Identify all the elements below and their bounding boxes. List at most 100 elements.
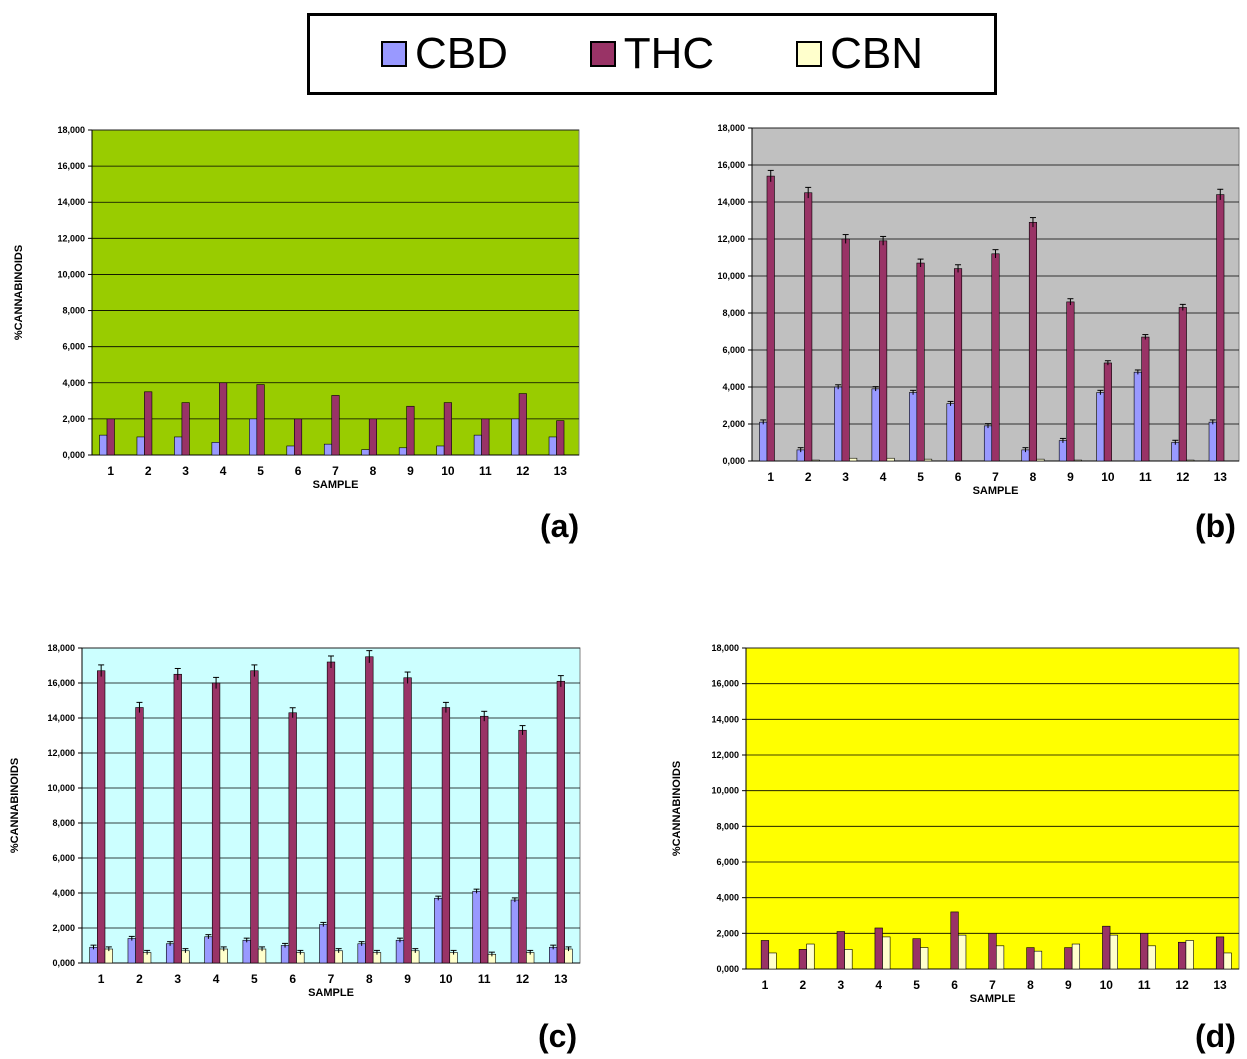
chart-b-x-tick-label: 4 xyxy=(880,470,887,484)
chart-c-x-tick-label: 11 xyxy=(478,972,491,986)
chart-b-bar-cbn-3 xyxy=(849,457,858,462)
chart-b-bar-thc-7 xyxy=(991,253,1000,462)
chart-a-y-tick-label: 16,000 xyxy=(57,161,85,171)
chart-b-bar-cbn-12 xyxy=(1186,459,1195,462)
chart-d-bar-cbn-8 xyxy=(1033,950,1043,970)
chart-b-bar-cbd-10 xyxy=(1096,392,1105,462)
chart-a-bar-thc-7 xyxy=(331,395,340,456)
chart-d-bar-cbn-3 xyxy=(844,949,853,970)
chart-c-panel-label: (c) xyxy=(538,1018,577,1054)
legend-swatch-thc xyxy=(589,41,616,67)
chart-d-bar-thc-10 xyxy=(1102,925,1111,970)
chart-c-bar-thc-6 xyxy=(288,712,297,964)
chart-b-bar-cbn-4 xyxy=(886,457,895,462)
chart-a-bar-thc-9 xyxy=(406,405,415,456)
chart-b-bar-cbd-11 xyxy=(1133,371,1142,462)
chart-c-bar-cbd-10 xyxy=(434,897,443,964)
chart-b-bar-cbd-12 xyxy=(1171,442,1180,462)
chart-c-x-tick-label: 9 xyxy=(404,972,411,986)
chart-d-bar-cbn-1 xyxy=(768,952,777,970)
chart-a-x-tick-label: 1 xyxy=(107,464,114,478)
legend-item-thc: THC xyxy=(589,32,714,76)
chart-a-bar-cbd-3 xyxy=(174,436,183,456)
chart-a-x-tick-label: 3 xyxy=(182,464,189,478)
chart-a-y-axis-title: %CANNABINOIDS xyxy=(13,245,25,340)
chart-d-y-tick-label: 18,000 xyxy=(711,643,739,653)
chart-d-x-tick-label: 3 xyxy=(837,978,844,992)
chart-d-x-tick-label: 2 xyxy=(800,978,807,992)
chart-d-bar-cbn-2 xyxy=(806,943,815,970)
chart-c-y-tick-label: 16,000 xyxy=(47,678,75,688)
chart-d-y-tick-label: 10,000 xyxy=(711,786,739,796)
chart-a-bar-cbd-11 xyxy=(473,434,482,456)
legend-label-cbd: CBD xyxy=(414,29,508,78)
chart-d-x-tick-label: 12 xyxy=(1175,978,1189,992)
chart-b-bar-cbd-5 xyxy=(909,392,918,462)
chart-c-y-axis-title: %CANNABINOIDS xyxy=(9,758,21,853)
chart-c-bar-cbd-13 xyxy=(549,946,558,964)
chart-a-x-tick-label: 12 xyxy=(516,464,530,478)
legend-swatch-cbn xyxy=(796,41,823,67)
chart-b-panel-label: (b) xyxy=(1195,508,1236,544)
chart-a-panel-label: (a) xyxy=(540,508,579,544)
chart-a-bar-thc-10 xyxy=(443,402,452,456)
chart-c-x-tick-label: 4 xyxy=(213,972,220,986)
chart-a-bar-cbd-2 xyxy=(136,436,145,456)
chart-d-bar-thc-9 xyxy=(1064,947,1073,970)
chart-a-x-axis-title: SAMPLE xyxy=(313,479,359,491)
chart-d-y-tick-label: 2,000 xyxy=(716,928,739,938)
chart-d-x-tick-label: 1 xyxy=(762,978,769,992)
chart-a-y-tick-label: 2,000 xyxy=(62,414,85,424)
chart-b-y-tick-label: 18,000 xyxy=(717,123,745,133)
chart-d-plot-area xyxy=(745,647,1240,970)
chart-b-x-tick-label: 3 xyxy=(842,470,849,484)
chart-d-y-tick-label: 14,000 xyxy=(711,714,739,724)
chart-a-x-tick-label: 4 xyxy=(220,464,227,478)
chart-d-bar-cbn-5 xyxy=(920,947,929,970)
chart-c-y-tick-label: 18,000 xyxy=(47,643,75,653)
chart-a-bar-thc-2 xyxy=(144,391,153,456)
chart-d-bar-thc-2 xyxy=(798,949,807,970)
chart-c-bar-cbd-6 xyxy=(280,945,290,964)
chart-a-bar-thc-8 xyxy=(368,418,378,456)
chart-a-y-tick-label: 0,000 xyxy=(62,450,85,460)
chart-b-bar-cbn-5 xyxy=(924,458,933,462)
chart-d-y-tick-label: 6,000 xyxy=(716,857,739,867)
legend-label-cbn: CBN xyxy=(830,29,924,78)
chart-b-x-tick-label: 1 xyxy=(767,470,774,484)
chart-b-bar-thc-2 xyxy=(804,192,813,462)
chart-b-bar-cbd-9 xyxy=(1058,440,1067,462)
chart-b-x-axis-title: SAMPLE xyxy=(973,485,1019,497)
chart-c-bar-thc-3 xyxy=(173,673,182,964)
chart-d-bar-cbn-13 xyxy=(1223,952,1232,970)
chart-c-x-tick-label: 6 xyxy=(289,972,296,986)
chart-c-bar-cbd-11 xyxy=(472,890,481,964)
chart-d-bar-thc-3 xyxy=(836,931,845,970)
chart-d-bar-cbn-4 xyxy=(882,936,891,970)
chart-d-bar-cbn-10 xyxy=(1109,934,1118,970)
chart-b-bar-thc-10 xyxy=(1103,362,1112,462)
chart-b-x-tick-label: 6 xyxy=(955,470,962,484)
chart-b-bar-thc-12 xyxy=(1178,307,1187,462)
chart-d-y-axis-title: %CANNABINOIDS xyxy=(671,761,683,856)
chart-c-bar-thc-7 xyxy=(326,661,336,964)
chart-d-bar-cbn-12 xyxy=(1185,940,1194,970)
chart-a-x-tick-label: 8 xyxy=(370,464,377,478)
chart-c-bar-thc-9 xyxy=(403,677,412,964)
chart-b-bar-cbn-8 xyxy=(1036,458,1045,462)
chart-b-bar-thc-1 xyxy=(766,175,775,462)
chart-c-y-tick-label: 2,000 xyxy=(52,923,75,933)
chart-a-bar-cbd-12 xyxy=(511,418,520,456)
chart-a-x-tick-label: 9 xyxy=(407,464,414,478)
chart-b-x-tick-label: 7 xyxy=(992,470,999,484)
chart-b-y-tick-label: 2,000 xyxy=(722,419,745,429)
chart-b-x-tick-label: 9 xyxy=(1067,470,1074,484)
chart-b-y-tick-label: 14,000 xyxy=(717,197,745,207)
chart-a-bar-cbd-6 xyxy=(286,445,295,456)
legend-item-cbn: CBN xyxy=(796,32,923,76)
legend: CBD THC CBN xyxy=(307,13,997,95)
chart-d-x-tick-label: 8 xyxy=(1027,978,1034,992)
chart-c-y-tick-label: 0,000 xyxy=(52,958,75,968)
chart-d-bar-thc-4 xyxy=(874,927,883,970)
